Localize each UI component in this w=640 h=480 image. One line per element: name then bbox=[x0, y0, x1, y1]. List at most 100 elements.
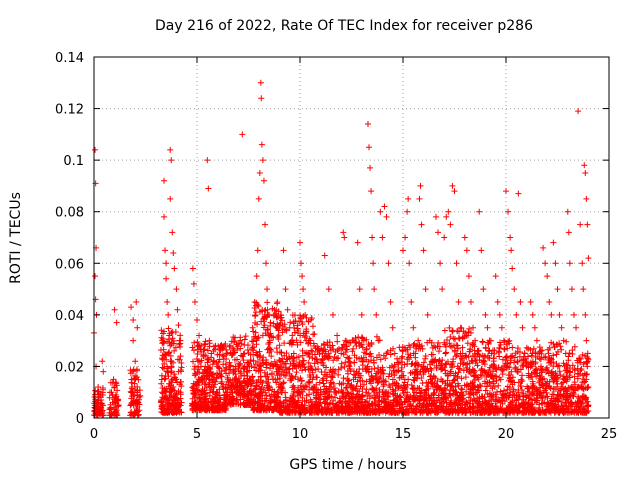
data-point bbox=[233, 384, 240, 391]
data-point bbox=[282, 286, 289, 293]
data-point bbox=[265, 340, 272, 347]
data-point bbox=[529, 311, 536, 318]
data-point bbox=[379, 234, 386, 241]
data-point bbox=[349, 408, 356, 415]
data-point bbox=[459, 386, 466, 393]
data-point bbox=[159, 330, 166, 337]
data-point bbox=[324, 394, 331, 401]
data-point bbox=[277, 319, 284, 326]
data-point bbox=[422, 406, 429, 413]
data-point bbox=[299, 388, 306, 395]
data-point bbox=[272, 393, 279, 400]
data-point bbox=[452, 353, 459, 360]
data-point bbox=[303, 408, 310, 415]
data-point bbox=[276, 399, 283, 406]
data-point bbox=[554, 391, 561, 398]
data-point bbox=[256, 390, 263, 397]
data-point bbox=[286, 409, 293, 416]
data-point bbox=[398, 374, 405, 381]
data-point bbox=[524, 353, 531, 360]
data-point bbox=[338, 350, 345, 357]
data-point bbox=[305, 350, 312, 357]
data-point bbox=[209, 379, 216, 386]
data-point bbox=[313, 389, 320, 396]
data-point bbox=[283, 327, 290, 334]
data-point bbox=[482, 399, 489, 406]
data-point bbox=[295, 353, 302, 360]
data-point bbox=[354, 378, 361, 385]
data-point bbox=[267, 395, 274, 402]
data-point bbox=[497, 376, 504, 383]
data-point bbox=[583, 337, 590, 344]
data-point bbox=[232, 401, 239, 408]
data-point bbox=[529, 389, 536, 396]
data-point bbox=[516, 393, 523, 400]
data-point bbox=[252, 361, 259, 368]
data-point bbox=[474, 409, 481, 416]
data-point bbox=[205, 356, 212, 363]
data-point bbox=[252, 309, 259, 316]
data-point bbox=[550, 401, 557, 408]
data-point bbox=[349, 386, 356, 393]
data-point bbox=[323, 389, 330, 396]
data-point bbox=[204, 355, 211, 362]
data-point bbox=[268, 333, 275, 340]
data-point bbox=[447, 392, 454, 399]
data-point bbox=[242, 380, 249, 387]
data-point bbox=[519, 324, 526, 331]
data-point bbox=[259, 308, 266, 315]
data-point bbox=[306, 372, 313, 379]
data-point bbox=[362, 389, 369, 396]
data-point bbox=[279, 408, 286, 415]
data-point bbox=[474, 389, 481, 396]
data-point bbox=[340, 229, 347, 236]
data-point bbox=[202, 363, 209, 370]
data-point bbox=[311, 360, 318, 367]
data-point bbox=[360, 354, 367, 361]
data-point bbox=[343, 384, 350, 391]
data-point bbox=[312, 398, 319, 405]
data-point bbox=[339, 398, 346, 405]
data-point bbox=[396, 393, 403, 400]
data-point bbox=[204, 157, 211, 164]
data-point bbox=[533, 337, 540, 344]
data-point bbox=[441, 234, 448, 241]
data-point bbox=[356, 286, 363, 293]
data-point bbox=[537, 384, 544, 391]
data-point bbox=[258, 141, 265, 148]
data-point bbox=[511, 392, 518, 399]
data-point bbox=[264, 384, 271, 391]
data-point bbox=[457, 324, 464, 331]
data-point bbox=[171, 265, 178, 272]
data-point bbox=[305, 318, 312, 325]
data-point bbox=[428, 366, 435, 373]
data-point bbox=[162, 247, 169, 254]
data-point bbox=[237, 396, 244, 403]
data-point bbox=[437, 260, 444, 267]
data-point bbox=[262, 389, 269, 396]
data-point bbox=[523, 363, 530, 370]
data-point bbox=[177, 343, 184, 350]
data-point bbox=[358, 341, 365, 348]
data-point bbox=[214, 370, 221, 377]
data-point bbox=[300, 286, 307, 293]
data-point bbox=[461, 234, 468, 241]
data-point bbox=[329, 342, 336, 349]
data-point bbox=[397, 394, 404, 401]
data-point bbox=[446, 340, 453, 347]
data-point bbox=[280, 379, 287, 386]
data-point bbox=[260, 177, 267, 184]
data-point bbox=[501, 338, 508, 345]
data-point bbox=[451, 377, 458, 384]
data-point bbox=[439, 286, 446, 293]
data-point bbox=[425, 368, 432, 375]
data-point bbox=[465, 329, 472, 336]
data-point bbox=[192, 391, 199, 398]
data-point bbox=[424, 383, 431, 390]
data-point bbox=[577, 221, 584, 228]
data-point bbox=[134, 324, 141, 331]
data-point bbox=[287, 319, 294, 326]
data-point bbox=[353, 403, 360, 410]
data-point bbox=[263, 260, 270, 267]
data-point bbox=[231, 368, 238, 375]
